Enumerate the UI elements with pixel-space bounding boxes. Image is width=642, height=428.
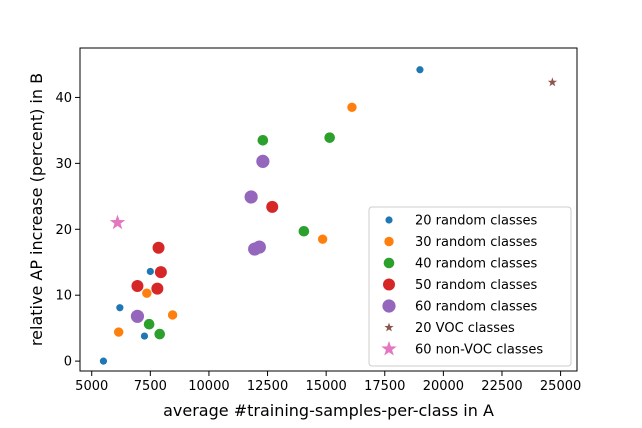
point-50-random-classes bbox=[154, 266, 167, 279]
point-40-random-classes bbox=[298, 225, 310, 237]
point-60-random-classes bbox=[130, 309, 145, 323]
point-30-random-classes bbox=[142, 288, 152, 298]
x-axis: 5000 7500 10000 12500 15000 17500 20000 22500 25… bbox=[75, 371, 581, 394]
point-40-random-classes bbox=[257, 134, 269, 146]
x-tick-label: 10000 bbox=[188, 379, 229, 394]
legend-label: 40 random classes bbox=[415, 257, 537, 272]
point-50-random-classes bbox=[131, 279, 144, 292]
legend-label: 20 random classes bbox=[415, 214, 537, 229]
legend-marker-30-random-classes bbox=[384, 236, 394, 247]
point-60-random-classes bbox=[256, 154, 270, 168]
x-tick-label: 22500 bbox=[481, 379, 522, 394]
legend-marker-60-random-classes bbox=[382, 299, 396, 313]
legend-marker-20-random-classes bbox=[385, 216, 393, 224]
point-20-random-classes bbox=[116, 304, 124, 312]
y-axis-label: relative AP increase (percent) in B bbox=[27, 73, 46, 346]
point-20-voc-classes bbox=[547, 77, 558, 87]
legend: 20 random classes 30 random classes 40 ran… bbox=[368, 206, 572, 367]
x-tick-label: 7500 bbox=[134, 379, 167, 394]
x-tick-label: 5000 bbox=[75, 379, 108, 394]
point-60-random-classes bbox=[244, 190, 258, 204]
point-60-random-classes bbox=[252, 240, 266, 254]
point-30-random-classes bbox=[317, 234, 328, 244]
x-tick-label: 15000 bbox=[305, 379, 346, 394]
point-20-random-classes bbox=[140, 332, 149, 340]
point-40-random-classes bbox=[154, 328, 166, 340]
legend-marker-60-non-voc-classes bbox=[381, 340, 397, 356]
data-points bbox=[99, 66, 558, 365]
y-tick-label: 20 bbox=[55, 223, 72, 238]
point-50-random-classes bbox=[151, 282, 164, 295]
y-tick-label: 0 bbox=[64, 355, 72, 370]
x-tick-label: 12500 bbox=[247, 379, 288, 394]
legend-label: 60 non-VOC classes bbox=[415, 343, 543, 358]
point-50-random-classes bbox=[152, 241, 165, 254]
legend-box bbox=[368, 206, 572, 367]
point-40-random-classes bbox=[143, 318, 155, 330]
y-axis: 0 10 20 30 40 bbox=[55, 91, 80, 370]
x-tick-label: 17500 bbox=[364, 379, 405, 394]
plot-frame bbox=[79, 47, 578, 372]
legend-label: 60 random classes bbox=[415, 300, 537, 315]
x-axis-label: average #training-samples-per-class in A bbox=[163, 401, 494, 420]
point-30-random-classes bbox=[113, 327, 124, 337]
point-40-random-classes bbox=[324, 132, 335, 143]
legend-label: 30 random classes bbox=[415, 235, 537, 250]
point-30-random-classes bbox=[167, 310, 178, 320]
legend-marker-50-random-classes bbox=[383, 278, 395, 291]
point-60-non-voc-classes bbox=[109, 214, 126, 230]
legend-marker-20-voc-classes bbox=[384, 322, 394, 332]
y-tick-label: 10 bbox=[55, 289, 72, 304]
x-tick-label: 25000 bbox=[540, 379, 581, 394]
legend-marker-40-random-classes bbox=[383, 257, 395, 269]
point-30-random-classes bbox=[347, 102, 357, 113]
x-tick-label: 20000 bbox=[423, 379, 464, 394]
point-20-random-classes bbox=[99, 357, 108, 365]
legend-label: 20 VOC classes bbox=[415, 321, 515, 336]
y-tick-label: 40 bbox=[55, 91, 72, 106]
point-50-random-classes bbox=[266, 200, 279, 213]
y-tick-label: 30 bbox=[55, 157, 72, 172]
legend-label: 50 random classes bbox=[415, 278, 537, 293]
point-20-random-classes bbox=[146, 267, 154, 276]
point-20-random-classes bbox=[416, 66, 424, 74]
